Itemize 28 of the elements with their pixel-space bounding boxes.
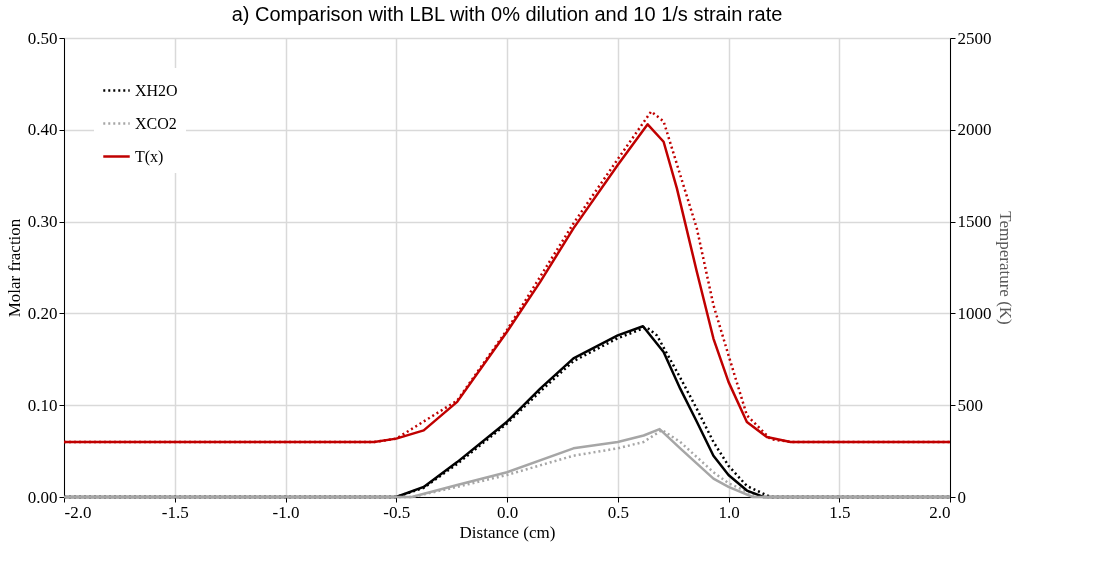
y-tick-label: 0.10 [27,395,58,415]
x-axis-title: Distance (cm) [459,522,556,542]
y2-axis-title: Temperature (K) [995,211,1015,325]
x-tick-label: -0.5 [383,502,411,522]
x-tick-label: 0.0 [496,502,519,522]
y-tick-label: 0.40 [27,120,58,140]
legend-label: XCO2 [135,114,177,132]
y-tick-label: 0.50 [27,28,58,48]
x-tick-label: 0.5 [607,502,629,522]
y2-tick-label: 2500 [957,28,992,48]
x-tick-label: 2.0 [929,502,951,522]
y-tick-label: 0.00 [27,487,58,507]
x-tick-label: -1.0 [272,502,300,522]
legend-label: T(x) [135,147,164,166]
y2-tick-label: 500 [957,395,983,415]
y2-tick-label: 1500 [957,212,992,232]
y-tick-label: 0.20 [27,303,58,323]
x-tick-label: 1.0 [718,502,740,522]
legend-label: XH2O [135,81,178,99]
x-tick-label: -2.0 [64,502,92,522]
x-tick-label: 1.5 [829,502,851,522]
x-tick-label: -1.5 [161,502,189,522]
y2-tick-label: 0 [957,487,966,507]
y2-tick-label: 2000 [957,120,992,140]
y-tick-label: 0.30 [27,212,58,232]
y2-tick-label: 1000 [957,303,992,323]
chart-title: a) Comparison with LBL with 0% dilution and 10 1/s strain rate [231,3,783,25]
y-axis-title: Molar fraction [4,218,24,318]
